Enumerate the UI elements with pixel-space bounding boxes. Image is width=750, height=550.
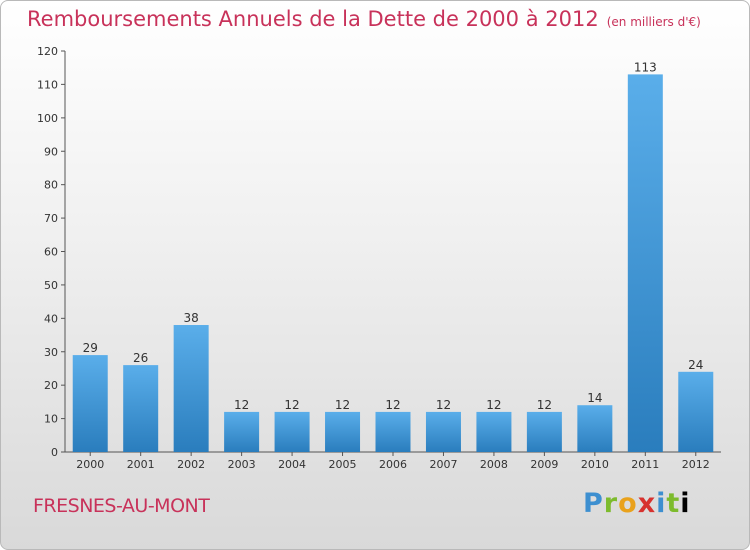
- bar-value-label: 12: [486, 398, 501, 412]
- bar: [627, 74, 663, 453]
- bars: [72, 74, 714, 453]
- y-tick-label: 100: [37, 112, 58, 125]
- y-tick-label: 90: [44, 145, 58, 158]
- brand-logo: Proxiti: [583, 488, 691, 519]
- brand-letter: i: [656, 488, 667, 519]
- brand-letter: o: [618, 488, 638, 519]
- y-tick-label: 70: [44, 212, 58, 225]
- bar-value-label: 14: [587, 391, 602, 405]
- brand-letter: i: [680, 488, 691, 519]
- y-tick-label: 20: [44, 379, 58, 392]
- bar-value-label: 12: [335, 398, 350, 412]
- x-tick-label: 2005: [329, 458, 357, 471]
- axes: 0 10 20 30 40 50 60 70 80 90 100 110 120 2000 2001 2002…: [37, 45, 721, 471]
- x-tick-label: 2009: [530, 458, 558, 471]
- bar-value-label: 26: [133, 351, 148, 365]
- bar: [325, 411, 361, 452]
- location-name: FRESNES-AU-MONT: [33, 495, 210, 517]
- x-tick-label: 2002: [177, 458, 205, 471]
- y-tick-label: 80: [44, 179, 58, 192]
- bar: [526, 411, 562, 452]
- brand-letter: r: [603, 488, 619, 519]
- x-tick-label: 2004: [278, 458, 306, 471]
- bar-value-label: 12: [234, 398, 249, 412]
- bar-value-label: 24: [688, 358, 703, 372]
- y-tick-label: 30: [44, 346, 58, 359]
- y-tick-label: 110: [37, 78, 58, 91]
- x-tick-label: 2003: [228, 458, 256, 471]
- bar: [678, 371, 714, 452]
- y-tick-label: 0: [51, 446, 58, 459]
- bar: [375, 411, 411, 452]
- bar-value-label: 12: [385, 398, 400, 412]
- y-tick-label: 40: [44, 312, 58, 325]
- bar-value-label: 38: [184, 311, 199, 325]
- bar-value-label: 12: [537, 398, 552, 412]
- chart-title: Remboursements Annuels de la Dette de 20…: [27, 7, 701, 31]
- x-tick-label: 2001: [127, 458, 155, 471]
- brand-letter: P: [583, 488, 604, 519]
- bar-value-label: 113: [634, 60, 657, 74]
- y-tick-label: 50: [44, 279, 58, 292]
- x-tick-label: 2006: [379, 458, 407, 471]
- x-tick-label: 2011: [631, 458, 659, 471]
- x-tick-label: 2000: [76, 458, 104, 471]
- y-tick-label: 10: [44, 413, 58, 426]
- chart-title-text: Remboursements Annuels de la Dette de 20…: [27, 7, 599, 31]
- bar: [72, 355, 108, 452]
- y-tick-label: 60: [44, 246, 58, 259]
- bar: [224, 411, 260, 452]
- x-tick-label: 2008: [480, 458, 508, 471]
- bar: [476, 411, 512, 452]
- brand-letter: x: [637, 488, 657, 519]
- bar: [425, 411, 461, 452]
- bar: [123, 365, 159, 452]
- x-tick-label: 2007: [429, 458, 457, 471]
- x-tick-label: 2012: [682, 458, 710, 471]
- bar-value-label: 29: [83, 341, 98, 355]
- bar-value-label: 12: [284, 398, 299, 412]
- bar-value-label: 12: [436, 398, 451, 412]
- y-tick-label: 120: [37, 45, 58, 58]
- bar: [173, 325, 209, 452]
- chart-subtitle: (en milliers d'€): [606, 15, 701, 29]
- bar: [577, 405, 613, 452]
- data-labels: 29 26 38 12 12 12 12 12 12 12 14 113 24: [83, 60, 704, 412]
- bar: [274, 411, 310, 452]
- x-tick-label: 2010: [581, 458, 609, 471]
- brand-letter: t: [666, 488, 681, 519]
